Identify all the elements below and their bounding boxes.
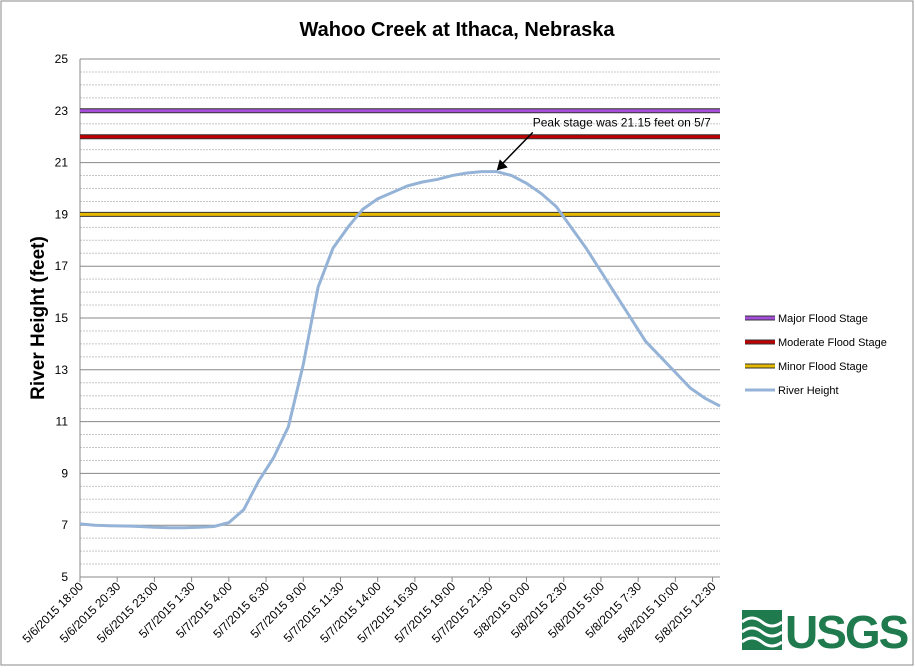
chart-title: Wahoo Creek at Ithaca, Nebraska	[300, 19, 616, 41]
y-tick-label: 23	[55, 104, 69, 118]
annotation-arrow	[498, 131, 534, 168]
usgs-logo: USGS	[741, 606, 910, 658]
y-axis-label: River Height (feet)	[28, 236, 49, 400]
legend-label: Minor Flood Stage	[778, 361, 868, 373]
y-tick-label: 7	[61, 518, 68, 532]
logo-waves	[741, 616, 783, 648]
y-tick-label: 5	[61, 570, 68, 584]
y-tick-label: 15	[55, 311, 69, 325]
y-tick-label: 21	[55, 156, 69, 170]
legend-label: Moderate Flood Stage	[778, 337, 887, 349]
y-tick-label: 17	[55, 259, 69, 273]
annotation-arrowhead	[496, 159, 508, 171]
river-height-line	[79, 170, 721, 530]
logo-text: USGS	[785, 606, 908, 658]
y-tick-label: 19	[55, 207, 69, 221]
y-tick-label: 25	[55, 52, 69, 66]
legend-label: River Height	[778, 385, 839, 397]
annotation-text: Peak stage was 21.15 feet on 5/7	[533, 115, 711, 129]
y-tick-label: 9	[61, 466, 68, 480]
legend-label: Major Flood Stage	[778, 313, 868, 325]
y-tick-label: 13	[55, 363, 69, 377]
y-tick-label: 11	[56, 415, 69, 429]
